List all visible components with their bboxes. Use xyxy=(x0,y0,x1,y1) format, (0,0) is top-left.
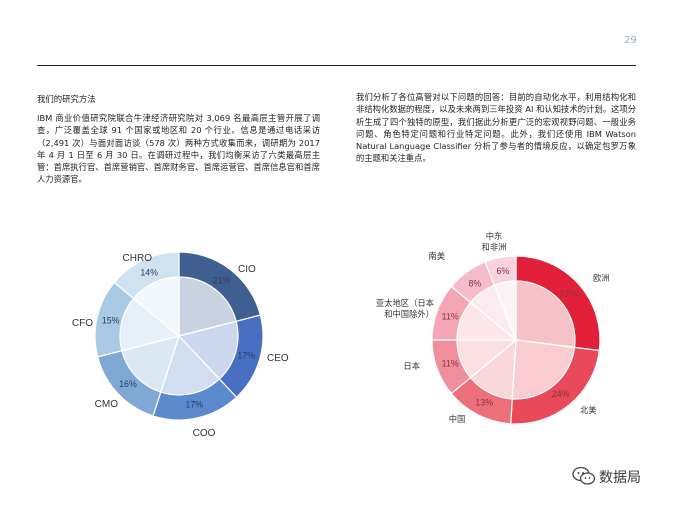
slice-category-label: CIO xyxy=(238,264,256,275)
pie-slice-inner xyxy=(493,280,517,341)
slice-value-label: 27% xyxy=(560,289,578,299)
page-number: 29 xyxy=(624,35,637,46)
methodology-paragraph: IBM 商业价值研究院联合牛津经济研究院对 3,069 名最高层主管开展了调查，… xyxy=(37,113,320,185)
slice-value-label: 14% xyxy=(140,268,158,278)
slice-category-label: 欧洲 xyxy=(593,273,610,283)
slice-category-label: 北美 xyxy=(580,405,597,415)
slice-value-label: 24% xyxy=(552,389,570,399)
slice-value-label: 21% xyxy=(213,276,231,286)
analysis-paragraph: 我们分析了各位高管对以下问题的回答：目前的自动化水平，利用结构化和非结构化数据的… xyxy=(356,92,636,164)
section-heading: 我们的研究方法 xyxy=(37,94,96,104)
slice-value-label: 16% xyxy=(119,379,137,389)
pie-slice-inner xyxy=(515,280,576,349)
pie-slice-inner xyxy=(177,320,239,380)
slice-category-label: 中东和非洲 xyxy=(482,231,507,252)
slice-value-label: 6% xyxy=(497,266,510,276)
slice-category-label: 亚太地区（日本和中国除外） xyxy=(376,298,434,319)
pie-slice-inner xyxy=(178,276,237,337)
slice-category-label: 日本 xyxy=(403,361,420,371)
pie-slice-inner xyxy=(160,334,221,396)
slice-value-label: 17% xyxy=(237,351,255,361)
slice-category-label: CEO xyxy=(267,353,289,364)
slice-value-label: 11% xyxy=(442,359,459,369)
slice-category-label: CHRO xyxy=(123,253,153,264)
slice-category-label: CMO xyxy=(95,399,119,410)
slice-category-label: CFO xyxy=(72,318,93,329)
pie-slice-inner xyxy=(119,297,181,352)
slice-category-label: COO xyxy=(193,428,216,439)
wechat-icon xyxy=(572,466,596,485)
slice-value-label: 15% xyxy=(102,316,120,326)
brand-watermark: 数据局 xyxy=(572,465,662,487)
pie-slice-inner xyxy=(511,339,576,400)
header-divider xyxy=(37,65,636,66)
slice-value-label: 8% xyxy=(468,278,481,288)
slice-value-label: 13% xyxy=(475,397,493,407)
slice-category-label: 南美 xyxy=(428,251,445,261)
pie-slice-inner xyxy=(132,276,180,338)
pie-slice-inner xyxy=(121,335,180,393)
slice-value-label: 17% xyxy=(185,399,203,409)
brand-label: 数据局 xyxy=(599,470,641,486)
slice-category-label: 中国 xyxy=(449,414,466,424)
slice-value-label: 11% xyxy=(442,311,459,321)
